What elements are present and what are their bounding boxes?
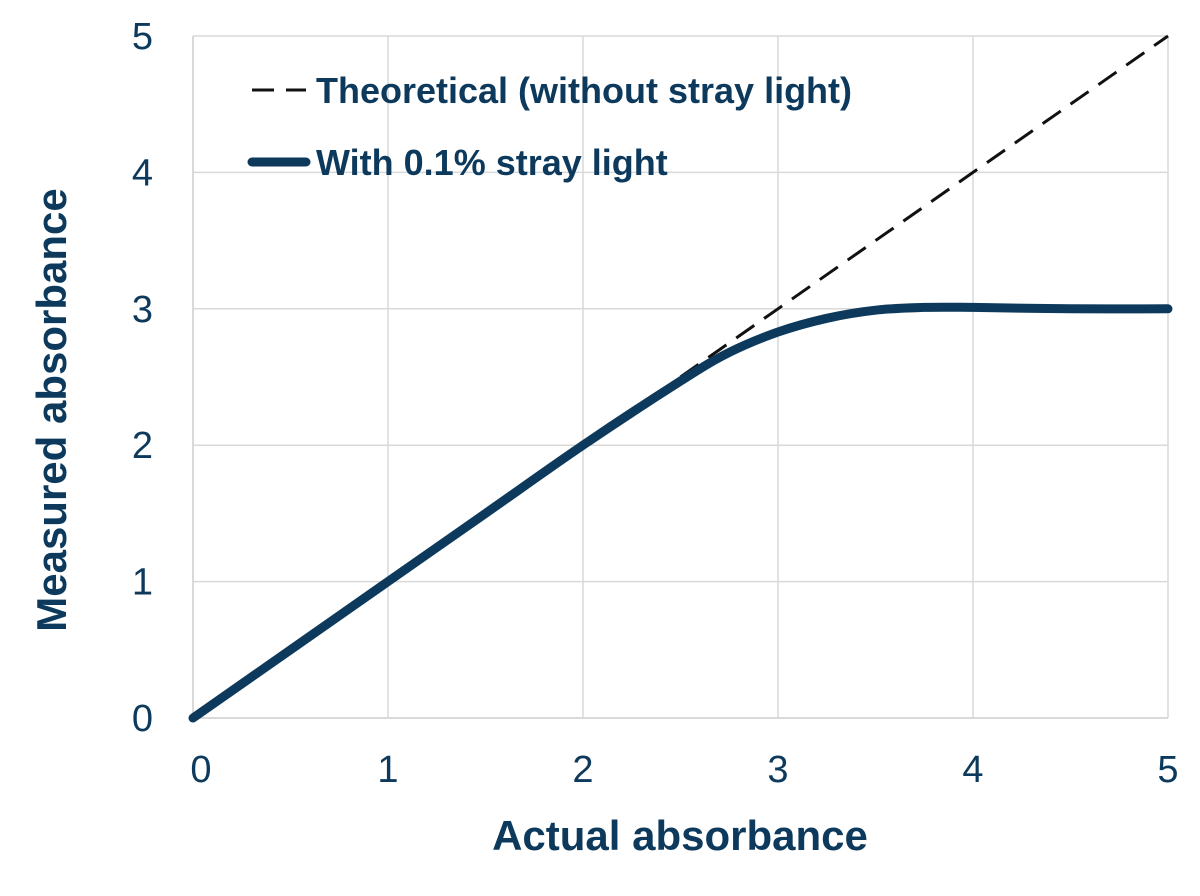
y-tick-label-1: 1: [132, 562, 153, 604]
y-axis-title: Measured absorbance: [28, 188, 75, 632]
x-tick-label-1: 1: [377, 749, 398, 791]
y-tick-labels: 0 1 2 3 4 5: [132, 16, 153, 740]
series-line-0: [679, 34, 1169, 379]
y-tick-label-4: 4: [132, 152, 153, 194]
series-layer: [188, 34, 1173, 723]
x-tick-label-4: 4: [962, 749, 983, 791]
x-tick-label-3: 3: [767, 749, 788, 791]
x-tick-label-2: 2: [572, 749, 593, 791]
x-axis-title: Actual absorbance: [492, 812, 868, 859]
y-tick-label-3: 3: [132, 289, 153, 331]
series-line-1: [188, 302, 1173, 723]
y-tick-label-0: 0: [132, 698, 153, 740]
x-tick-label-0: 0: [190, 749, 211, 791]
legend-label-0: Theoretical (without stray light): [316, 70, 852, 111]
legend: Theoretical (without stray light) With 0.…: [247, 70, 852, 183]
y-tick-label-2: 2: [132, 425, 153, 467]
x-tick-labels: 0 1 2 3 4 5: [190, 749, 1178, 791]
x-tick-label-5: 5: [1157, 749, 1178, 791]
y-tick-label-5: 5: [132, 16, 153, 58]
grid: [192, 35, 1169, 719]
legend-label-1: With 0.1% stray light: [316, 142, 668, 183]
